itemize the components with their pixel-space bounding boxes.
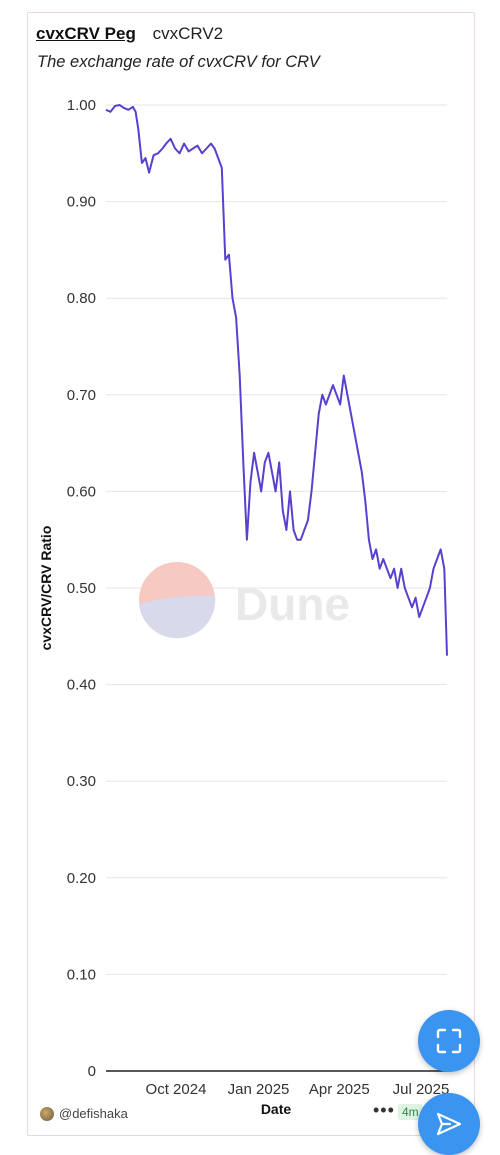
series-line [105, 104, 448, 656]
x-axis-label: Date [261, 1101, 292, 1117]
y-tick-label: 0.60 [67, 483, 96, 500]
y-tick-label: 0.30 [67, 773, 96, 790]
x-tick-label: Jan 2025 [228, 1081, 290, 1098]
x-tick-label: Apr 2025 [309, 1081, 370, 1098]
chart-title-link[interactable]: cvxCRV Peg [36, 24, 136, 43]
grid-lines [106, 104, 447, 975]
author-link[interactable]: @defishaka [40, 1106, 128, 1121]
title-row: cvxCRV Peg cvxCRV2 [36, 24, 223, 44]
x-tick-label: Jul 2025 [393, 1081, 450, 1098]
author-name: @defishaka [59, 1106, 128, 1121]
y-tick-label: 0 [88, 1063, 96, 1080]
y-tick-label: 1.00 [67, 97, 96, 114]
updated-badge: 4m [398, 1104, 423, 1120]
y-tick-label: 0.70 [67, 387, 96, 404]
expand-icon [436, 1028, 462, 1054]
y-axis-ticks: 0 0.10 0.20 0.30 0.40 0.50 0.60 0.70 0.80 0.90 1.0… [67, 97, 96, 1080]
dune-watermark: Dune [139, 562, 350, 639]
y-tick-label: 0.50 [67, 580, 96, 597]
y-axis-label: cvxCRV/CRV Ratio [38, 526, 54, 651]
more-options-button[interactable]: ••• [373, 1100, 395, 1120]
watermark-logo-bottom [139, 595, 216, 639]
avatar [40, 1106, 54, 1121]
y-tick-label: 0.10 [67, 966, 96, 983]
send-button[interactable] [418, 1093, 480, 1155]
y-tick-label: 0.80 [67, 290, 96, 307]
x-tick-label: Oct 2024 [146, 1081, 207, 1098]
watermark-text: Dune [235, 578, 350, 630]
x-axis-ticks: Oct 2024 Jan 2025 Apr 2025 Jul 2025 [146, 1081, 450, 1098]
chart-subtitle: The exchange rate of cvxCRV for CRV [37, 53, 320, 71]
expand-button[interactable] [418, 1010, 480, 1072]
y-tick-label: 0.20 [67, 870, 96, 887]
tab-cvxcrv2[interactable]: cvxCRV2 [152, 24, 224, 43]
y-tick-label: 0.90 [67, 194, 96, 211]
y-tick-label: 0.40 [67, 677, 96, 694]
send-icon [436, 1112, 462, 1136]
